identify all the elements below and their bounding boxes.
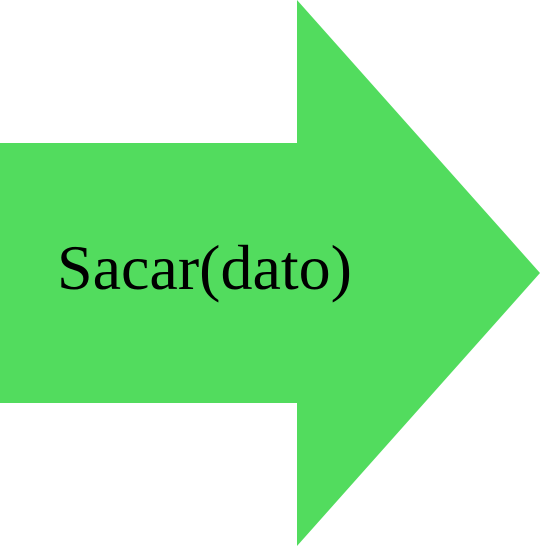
arrow-label: Sacar(dato)	[57, 232, 352, 303]
